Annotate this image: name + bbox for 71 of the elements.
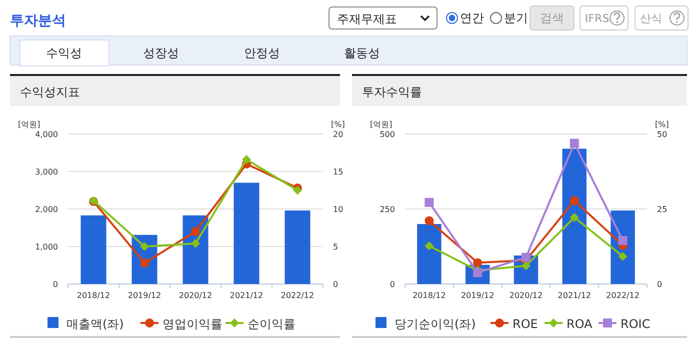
y2-tick-label: 0 (333, 280, 338, 289)
y-tick-label: 250 (380, 205, 395, 214)
point (618, 252, 628, 261)
y2-tick-label: 10 (333, 205, 344, 214)
text: 검색 (540, 11, 564, 25)
y-tick-label: 3,000 (35, 168, 58, 176)
text: 연간 (460, 11, 484, 25)
y-tick-label: 2,000 (35, 205, 58, 214)
y-tick-label: 1,000 (35, 242, 58, 252)
text: 주재무제표 (337, 12, 397, 26)
bar (562, 148, 586, 284)
x-tick-label: 2020/12 (509, 291, 543, 300)
legend-label: ROE (512, 317, 538, 331)
y2-tick-label: 5 (333, 242, 338, 252)
x-tick-label: 2018/12 (76, 291, 110, 300)
y2-axis-title: [%] (331, 120, 345, 129)
point (570, 212, 579, 222)
x-tick-label: 2022/12 (606, 291, 640, 300)
text: 분기 (504, 11, 528, 25)
text: 투자분석 (10, 13, 66, 29)
y2-tick-label: 25 (657, 205, 668, 214)
y2-axis-title: [%] (655, 120, 669, 129)
text: 안정성 (244, 46, 280, 60)
y-tick-label: 0 (52, 280, 58, 289)
point (191, 239, 200, 248)
x-tick-label: 2022/12 (280, 291, 314, 300)
point (140, 258, 149, 268)
point (424, 241, 434, 250)
bar (284, 210, 310, 284)
text: 산식 (640, 12, 662, 25)
point (424, 198, 434, 207)
bar (234, 182, 260, 284)
y2-tick-label: 0 (657, 280, 662, 289)
point (473, 258, 482, 268)
y-tick-label: 4,000 (35, 130, 58, 139)
x-tick-label: 2021/12 (558, 291, 592, 300)
point (191, 227, 200, 236)
y-tick-label: 0 (390, 280, 395, 289)
bar (80, 215, 106, 284)
legend-label: 순이익률 (248, 317, 296, 331)
y2-tick-label: 20 (333, 130, 344, 139)
point (570, 196, 579, 206)
text: 활동성 (344, 46, 380, 60)
legend-label: 영업이익률 (162, 317, 222, 331)
point (618, 236, 628, 245)
y-tick-label: 500 (380, 130, 395, 139)
x-tick-label: 2020/12 (178, 291, 212, 300)
legend-label: ROA (566, 317, 594, 331)
x-tick-label: 2018/12 (412, 291, 446, 300)
point (242, 155, 251, 164)
chart-title: 수익성지표 (20, 85, 80, 99)
point (424, 216, 434, 226)
y-axis-title: [억원] (18, 120, 40, 129)
x-tick-label: 2021/12 (230, 291, 264, 300)
legend-label: ROIC (620, 317, 650, 331)
point (570, 138, 579, 148)
legend-label: 당기순이익(좌) (394, 317, 476, 331)
point (140, 242, 149, 251)
text: 성장성 (143, 46, 179, 60)
y2-tick-label: 50 (657, 130, 668, 139)
x-tick-label: 2019/12 (460, 291, 494, 300)
text: IFRS (585, 12, 610, 25)
text: 수익성 (46, 46, 82, 60)
legend-label: 매출액(좌) (66, 317, 124, 331)
bar (417, 224, 442, 284)
point (293, 186, 302, 195)
point (522, 252, 530, 262)
y-axis-title: [억원] (370, 120, 392, 129)
x-tick-label: 2019/12 (128, 291, 162, 300)
chart-title: 투자수익률 (362, 85, 422, 99)
y2-tick-label: 15 (333, 168, 344, 176)
